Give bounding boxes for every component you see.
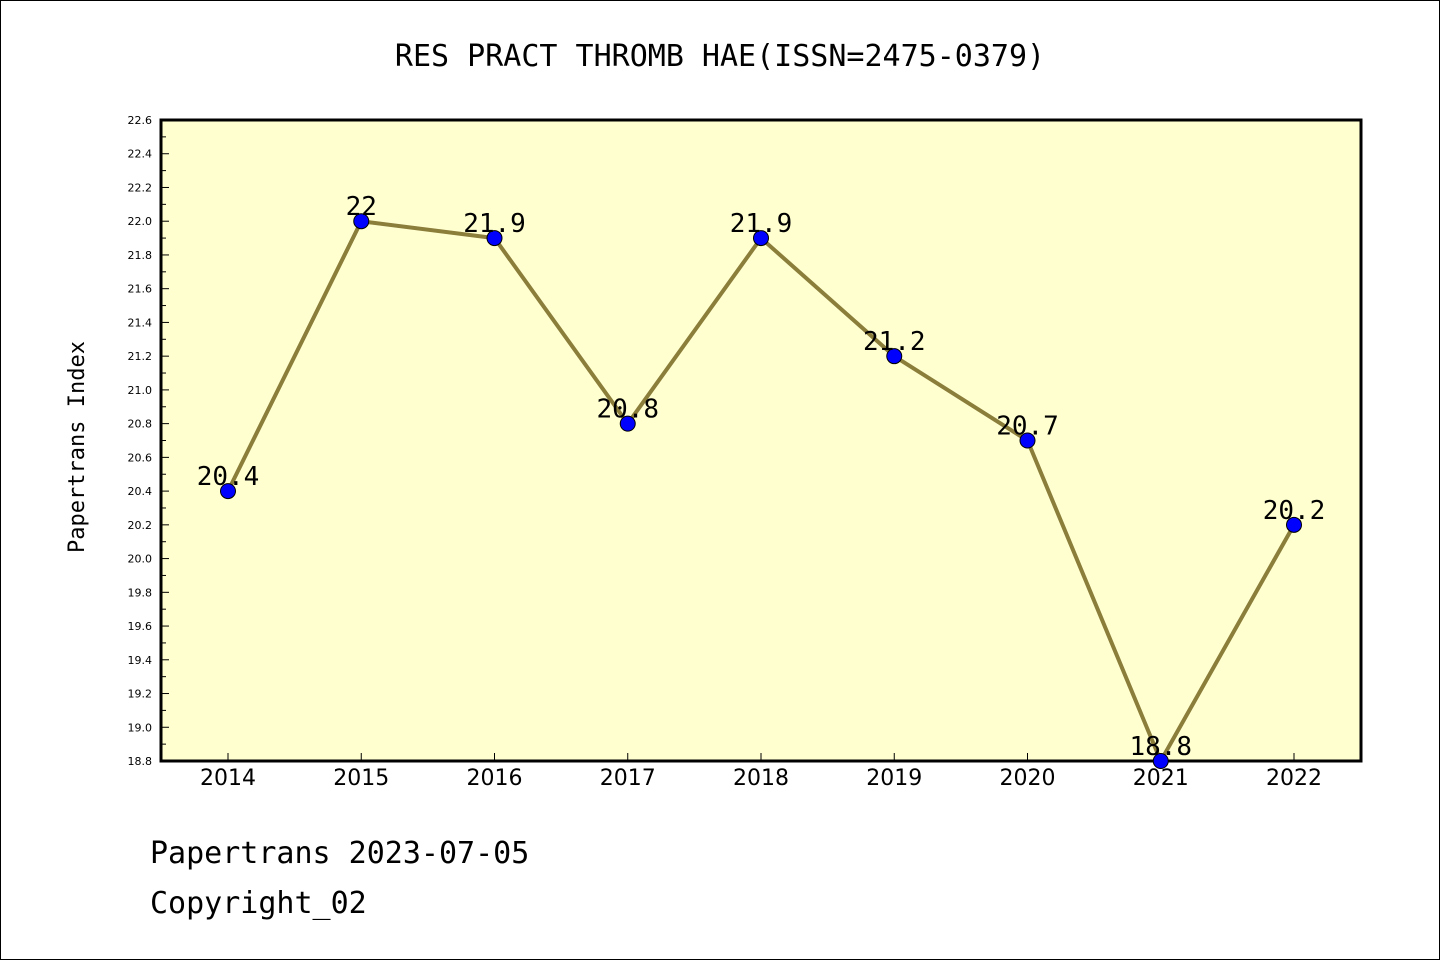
y-tick-label: 19.4 bbox=[128, 654, 153, 667]
chart-title: RES PRACT THROMB HAE(ISSN=2475-0379) bbox=[395, 39, 1045, 74]
data-point bbox=[353, 213, 370, 230]
data-label: 20.8 bbox=[596, 395, 659, 425]
y-tick-label: 20.4 bbox=[128, 485, 153, 498]
data-label: 20.7 bbox=[996, 412, 1059, 442]
y-tick-label: 22.0 bbox=[128, 215, 153, 228]
data-label: 22 bbox=[346, 192, 377, 222]
x-tick-label: 2018 bbox=[733, 766, 789, 791]
x-tick-label: 2017 bbox=[600, 766, 656, 791]
y-tick-label: 22.6 bbox=[128, 114, 153, 127]
y-tick-label: 21.2 bbox=[128, 350, 153, 363]
x-tick-label: 2016 bbox=[467, 766, 523, 791]
y-axis: 18.8 19.0 19.2 19.4 19.6 19.8 20.0 20.2 20.4 20.6… bbox=[128, 114, 169, 768]
y-tick-label: 22.2 bbox=[128, 181, 153, 194]
y-tick-label: 19.2 bbox=[128, 688, 153, 701]
data-labels: 20.4 22 21.9 20.8 21.9 21.2 20.7 18.8 20.2 bbox=[197, 192, 1326, 762]
y-tick-label: 19.0 bbox=[128, 721, 153, 734]
y-tick-label: 22.4 bbox=[128, 148, 153, 161]
data-label: 18.8 bbox=[1129, 732, 1192, 762]
footer-copyright: Copyright_02 bbox=[150, 886, 367, 921]
data-point bbox=[220, 483, 236, 500]
data-point bbox=[753, 230, 769, 247]
x-axis: 2014 2015 2016 2017 2018 2019 2020 2021 2022 bbox=[200, 753, 1322, 791]
y-tick-label: 21.4 bbox=[128, 316, 153, 329]
data-label: 20.4 bbox=[197, 462, 260, 492]
data-label: 21.9 bbox=[730, 209, 793, 239]
y-tick-label: 21.0 bbox=[128, 384, 153, 397]
y-tick-label: 19.6 bbox=[128, 620, 153, 633]
data-point bbox=[486, 230, 503, 247]
x-tick-label: 2020 bbox=[1000, 766, 1056, 791]
x-tick-label: 2014 bbox=[200, 766, 256, 791]
y-tick-label: 21.6 bbox=[128, 283, 153, 296]
data-point bbox=[886, 348, 903, 365]
series-layer bbox=[220, 213, 1302, 769]
x-tick-label: 2015 bbox=[333, 766, 389, 791]
y-tick-label: 19.8 bbox=[128, 586, 153, 599]
y-tick-label: 21.8 bbox=[128, 249, 153, 262]
y-tick-label: 20.8 bbox=[128, 418, 153, 431]
data-point bbox=[1019, 432, 1036, 449]
y-tick-label: 20.2 bbox=[128, 519, 153, 532]
y-tick-label: 18.8 bbox=[128, 755, 153, 768]
footer-date: Papertrans 2023-07-05 bbox=[150, 836, 530, 871]
data-label: 21.9 bbox=[463, 209, 526, 239]
x-tick-label: 2022 bbox=[1266, 766, 1322, 791]
y-tick-label: 20.0 bbox=[128, 553, 153, 566]
data-label: 21.2 bbox=[863, 327, 926, 357]
data-point bbox=[619, 415, 636, 432]
y-tick-label: 20.6 bbox=[128, 451, 153, 464]
x-tick-label: 2019 bbox=[866, 766, 922, 791]
data-label: 20.2 bbox=[1263, 496, 1326, 526]
data-point bbox=[1286, 516, 1302, 533]
y-axis-label: Papertrans Index bbox=[65, 341, 90, 553]
data-point bbox=[1152, 753, 1169, 769]
x-tick-label: 2021 bbox=[1133, 766, 1189, 791]
